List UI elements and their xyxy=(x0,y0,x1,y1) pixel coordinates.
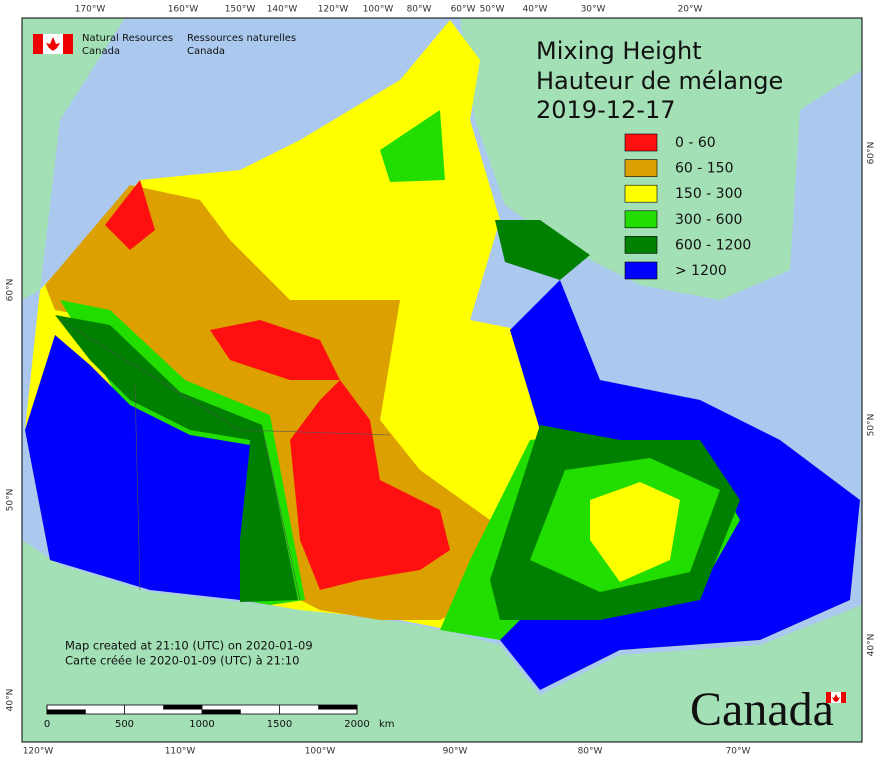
legend-swatch xyxy=(624,236,658,254)
agency-fr: Canada xyxy=(187,46,225,57)
graticule-label: 120°W xyxy=(318,5,349,15)
zone xyxy=(590,482,680,582)
wordmark: Canada xyxy=(690,683,834,736)
graticule-label: 100°W xyxy=(305,747,336,757)
title: Hauteur de mélange xyxy=(536,67,783,95)
scale-label: 1500 xyxy=(267,719,292,730)
graticule-label: 40°N xyxy=(6,689,16,712)
graticule-label: 60°W xyxy=(451,5,476,15)
graticule-label: 160°W xyxy=(168,5,199,15)
graticule-label: 60°N xyxy=(6,279,16,302)
graticule-label: 170°W xyxy=(75,5,106,15)
greenland xyxy=(460,18,862,300)
scale-segment xyxy=(163,705,202,710)
scale-label: 500 xyxy=(115,719,134,730)
graticule-label: 40°N xyxy=(867,634,877,657)
graticule-label: 20°W xyxy=(678,5,703,15)
legend-label: > 1200 xyxy=(675,263,727,279)
scale-label: 0 xyxy=(44,719,50,730)
graticule-label: 80°W xyxy=(578,747,603,757)
agency-en: Natural Resources xyxy=(82,33,173,44)
map-body xyxy=(22,18,862,742)
graticule-label: 120°W xyxy=(23,747,54,757)
legend-swatch xyxy=(624,184,658,203)
scale-unit: km xyxy=(379,719,395,730)
created-note: Map created at 21:10 (UTC) on 2020-01-09 xyxy=(65,639,313,653)
graticule-label: 60°N xyxy=(867,142,877,165)
graticule-label: 80°W xyxy=(407,5,432,15)
legend-label: 150 - 300 xyxy=(675,186,742,202)
agency-en: Canada xyxy=(82,46,120,57)
legend-swatch xyxy=(624,133,658,152)
zone xyxy=(500,280,860,690)
title: Mixing Height xyxy=(536,37,702,65)
zone xyxy=(495,220,590,280)
graticule-label: 110°W xyxy=(165,747,196,757)
scale-label: 2000 xyxy=(344,719,369,730)
graticule-label: 70°W xyxy=(726,747,751,757)
legend-swatch xyxy=(624,159,658,177)
wordmark-flag xyxy=(826,692,846,703)
title: 2019-12-17 xyxy=(536,96,675,124)
zone xyxy=(55,315,298,602)
zone xyxy=(290,380,450,590)
alaska xyxy=(22,18,125,300)
border xyxy=(134,384,141,591)
zone xyxy=(380,110,445,182)
graticule-label: 40°W xyxy=(523,5,548,15)
legend-label: 300 - 600 xyxy=(675,212,742,228)
scale-segment xyxy=(47,709,86,714)
created-note: Carte créée le 2020-01-09 (UTC) à 21:10 xyxy=(65,654,299,668)
graticule-label: 90°W xyxy=(443,747,468,757)
zone xyxy=(210,320,340,380)
legend-swatch xyxy=(624,210,658,229)
agency-flag xyxy=(33,34,73,54)
graticule-label: 140°W xyxy=(267,5,298,15)
border xyxy=(264,439,301,601)
zone xyxy=(25,335,250,600)
graticule-label: 150°W xyxy=(225,5,256,15)
zone xyxy=(105,180,155,250)
graticule-label: 50°N xyxy=(6,489,16,512)
legend-label: 60 - 150 xyxy=(675,161,734,177)
legend-label: 0 - 60 xyxy=(675,135,716,151)
frame xyxy=(21,17,863,743)
graticule-label: 50°N xyxy=(867,414,877,437)
scale-label: 1000 xyxy=(189,719,214,730)
scale-segment xyxy=(202,709,241,714)
graticule-label: 100°W xyxy=(363,5,394,15)
scale-segment xyxy=(318,705,357,710)
agency-fr: Ressources naturelles xyxy=(187,33,296,44)
legend-label: 600 - 1200 xyxy=(675,237,751,253)
graticule-label: 50°W xyxy=(480,5,505,15)
legend-swatch xyxy=(624,261,658,280)
border xyxy=(59,319,391,436)
graticule-label: 30°W xyxy=(581,5,606,15)
usa xyxy=(22,540,862,742)
